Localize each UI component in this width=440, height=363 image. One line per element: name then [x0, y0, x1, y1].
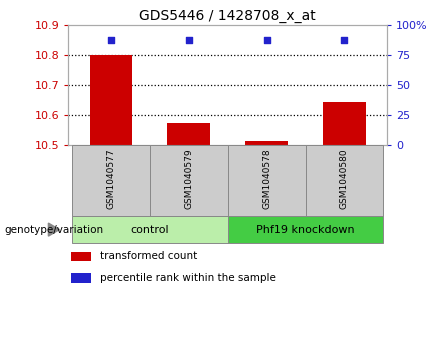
Text: GSM1040579: GSM1040579 — [184, 149, 193, 209]
Bar — [245, 141, 288, 145]
Point — [185, 37, 192, 43]
Text: control: control — [131, 225, 169, 234]
Text: transformed count: transformed count — [100, 252, 198, 261]
Point — [263, 37, 270, 43]
Text: genotype/variation: genotype/variation — [4, 225, 103, 234]
Bar — [90, 55, 132, 145]
Bar — [228, 145, 305, 216]
Bar — [150, 145, 228, 216]
Bar — [72, 216, 228, 243]
Text: Phf19 knockdown: Phf19 knockdown — [256, 225, 355, 234]
Bar — [323, 102, 366, 145]
Bar — [71, 273, 91, 283]
Title: GDS5446 / 1428708_x_at: GDS5446 / 1428708_x_at — [139, 9, 316, 23]
Text: GSM1040578: GSM1040578 — [262, 149, 271, 209]
Bar — [71, 252, 91, 261]
Text: percentile rank within the sample: percentile rank within the sample — [100, 273, 276, 283]
Bar — [72, 145, 150, 216]
Bar — [305, 145, 383, 216]
Point — [341, 37, 348, 43]
Point — [107, 37, 114, 43]
Bar — [228, 216, 383, 243]
Bar — [167, 123, 210, 145]
Text: GSM1040577: GSM1040577 — [106, 149, 115, 209]
Text: GSM1040580: GSM1040580 — [340, 149, 349, 209]
